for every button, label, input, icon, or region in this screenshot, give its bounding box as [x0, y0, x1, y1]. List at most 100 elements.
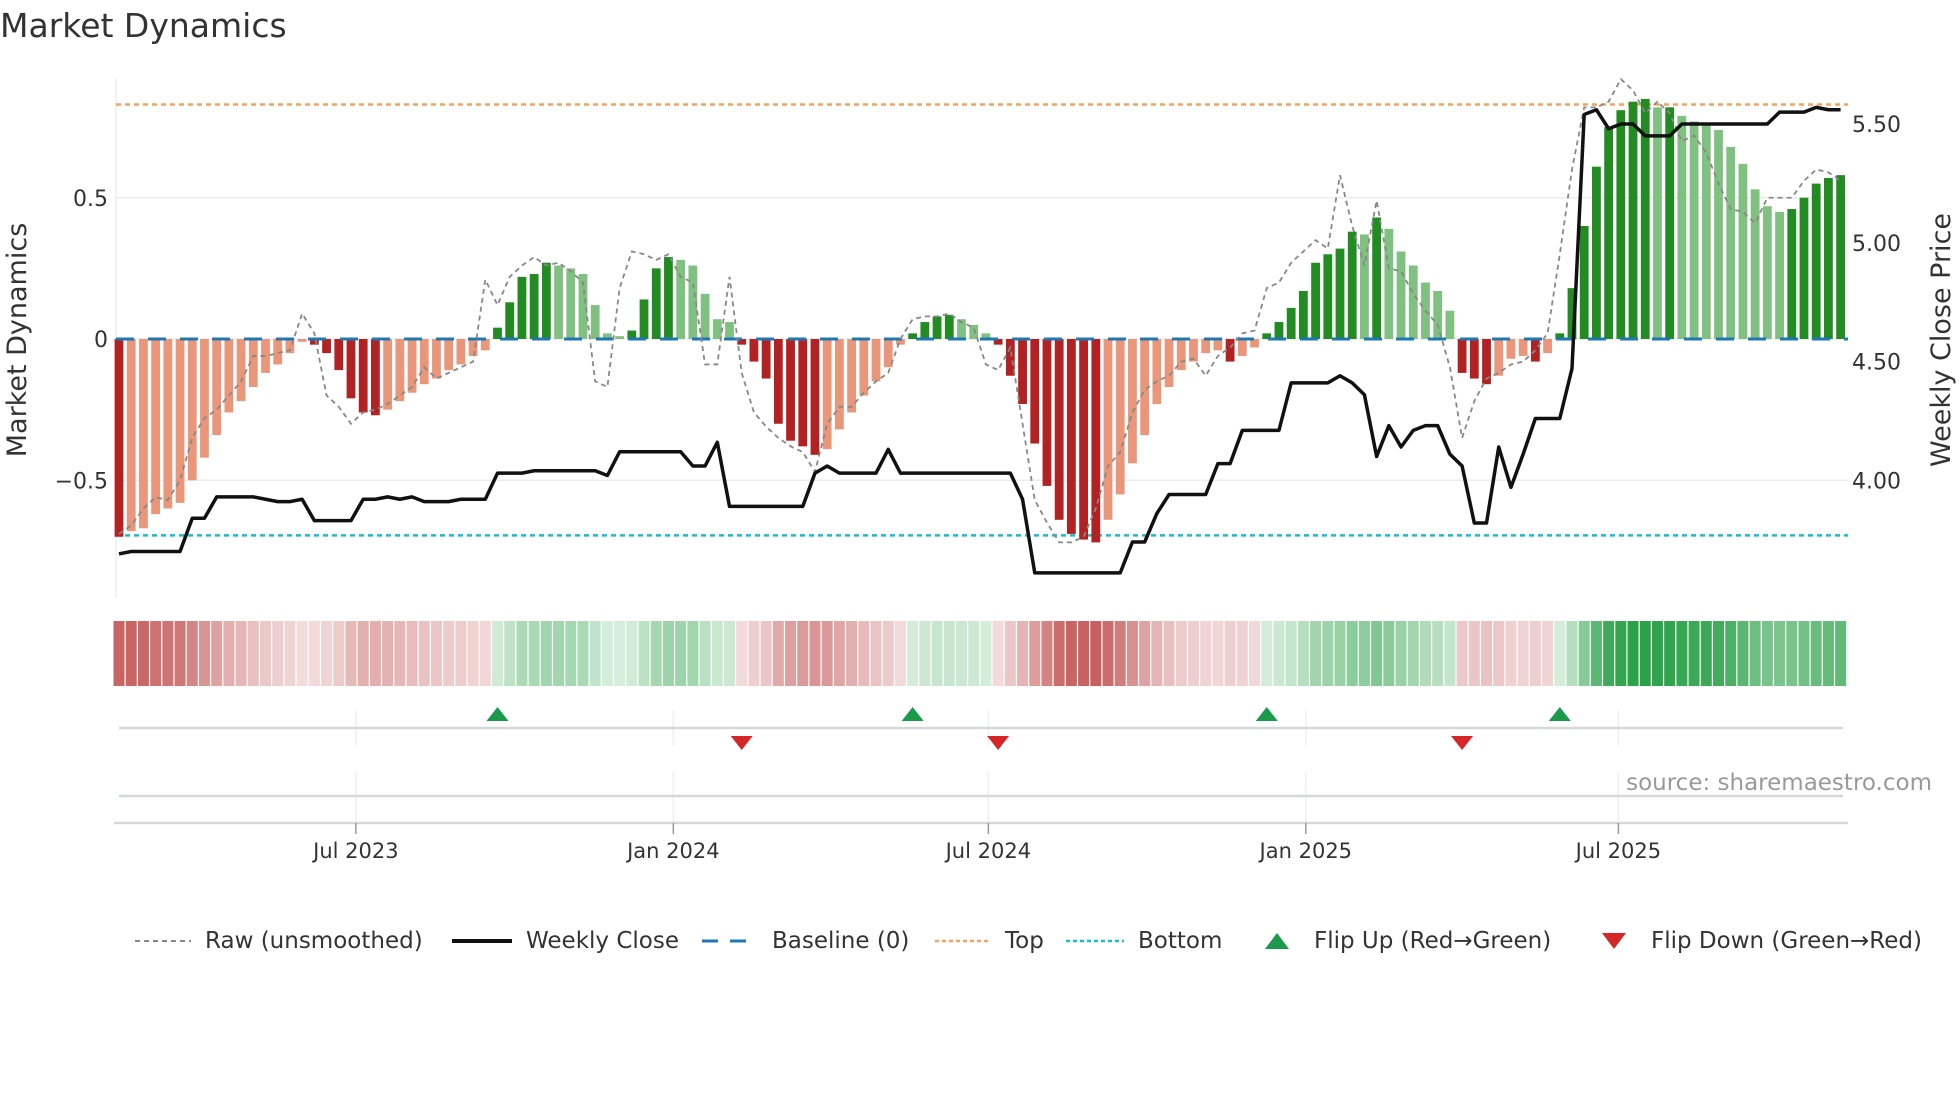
momentum-bar	[541, 262, 551, 339]
regime-strip-cell	[296, 621, 308, 686]
momentum-bar	[993, 339, 1003, 345]
momentum-bar	[1714, 129, 1723, 339]
legend-item-top[interactable]: Top	[935, 925, 1044, 957]
legend-item-flip-down[interactable]: Flip Down (Green→Red)	[1601, 925, 1922, 957]
regime-strip-cell	[858, 621, 870, 686]
momentum-bar	[1237, 339, 1247, 356]
momentum-bar	[1457, 339, 1467, 373]
momentum-bar	[896, 339, 905, 345]
regime-strip-cell	[1212, 621, 1224, 686]
momentum-bar	[981, 333, 991, 339]
momentum-bar	[1653, 107, 1662, 339]
regime-strip-cell	[1322, 621, 1334, 686]
momentum-bar	[627, 330, 637, 339]
momentum-bar	[1054, 339, 1064, 520]
momentum-bar	[1469, 339, 1479, 379]
regime-strip-cell	[1627, 621, 1639, 686]
momentum-bar	[1323, 254, 1333, 339]
regime-strip-cell	[1249, 621, 1261, 686]
momentum-bar	[1018, 339, 1027, 404]
regime-strip-cell	[1175, 621, 1187, 686]
momentum-bar	[1665, 107, 1675, 339]
legend-item-raw[interactable]: Raw (unsmoothed)	[135, 925, 423, 957]
regime-strip-cell	[1090, 621, 1102, 686]
regime-strip-cell	[223, 621, 235, 686]
x-tick-label: Jul 2023	[311, 839, 398, 863]
regime-strip-cell	[1444, 621, 1456, 686]
momentum-bar	[969, 324, 979, 339]
momentum-bar	[187, 339, 197, 481]
momentum-bar	[944, 314, 954, 339]
regime-strip-cell	[1065, 621, 1077, 686]
momentum-bar	[1091, 339, 1101, 543]
regime-strip-cell	[1798, 621, 1810, 686]
momentum-bar	[1836, 175, 1846, 339]
regime-strip-cell	[1297, 621, 1309, 686]
legend-label-flip-up: Flip Up (Red→Green)	[1314, 928, 1552, 954]
x-tick-label: Jul 2024	[944, 839, 1031, 863]
flip-down-marker	[730, 736, 753, 750]
momentum-bar	[1311, 262, 1320, 339]
momentum-bar	[175, 339, 185, 503]
regime-strip-cell	[382, 621, 394, 686]
regime-strip-cell	[943, 621, 955, 686]
regime-strip-cell	[736, 621, 748, 686]
momentum-bar	[1262, 333, 1272, 339]
regime-strip-cell	[907, 621, 919, 686]
regime-strip-cell	[443, 621, 455, 686]
regime-strip-cell	[1468, 621, 1480, 686]
momentum-bar	[358, 339, 368, 413]
regime-strip-cell	[455, 621, 467, 686]
regime-strip-cell	[614, 621, 626, 686]
regime-strip-cell	[1151, 621, 1163, 686]
momentum-bar	[1408, 265, 1418, 339]
momentum-bar	[822, 339, 832, 450]
momentum-bar	[468, 339, 478, 356]
legend-item-bottom[interactable]: Bottom	[1066, 925, 1222, 957]
legend-item-baseline[interactable]: Baseline (0)	[702, 925, 909, 957]
regime-strip-cell	[1078, 621, 1090, 686]
regime-strip-cell	[1713, 621, 1725, 686]
momentum-bar	[810, 339, 820, 455]
momentum-bar	[1506, 339, 1516, 359]
triangle-down-icon	[1602, 933, 1626, 949]
regime-strip-cell	[528, 621, 540, 686]
regime-strip-cell	[1432, 621, 1444, 686]
regime-strip-cell	[1407, 621, 1419, 686]
regime-strip-cell	[174, 621, 186, 686]
momentum-bar	[1213, 339, 1223, 351]
momentum-bar	[1030, 339, 1040, 444]
regime-strip-cell	[430, 621, 442, 686]
momentum-bar	[1298, 290, 1308, 339]
regime-strip-cell	[125, 621, 137, 686]
momentum-bar	[1396, 251, 1406, 339]
momentum-bar	[1604, 127, 1614, 339]
regime-strip-cell	[1749, 621, 1761, 686]
regime-strip-cell	[1358, 621, 1370, 686]
momentum-bar	[334, 339, 344, 371]
regime-strip-cell	[687, 621, 699, 686]
regime-strip-cell	[272, 621, 284, 686]
legend-label-baseline: Baseline (0)	[772, 928, 910, 954]
legend-label-raw: Raw (unsmoothed)	[205, 928, 423, 954]
y2-tick-label: 4.50	[1852, 351, 1901, 376]
regime-strip-cell	[1114, 621, 1126, 686]
legend-item-close[interactable]: Weekly Close	[452, 925, 679, 957]
momentum-bar	[676, 259, 686, 339]
momentum-bar	[1628, 101, 1638, 339]
momentum-bar	[346, 339, 356, 399]
momentum-bar	[1005, 339, 1015, 376]
regime-strip-cell	[308, 621, 320, 686]
regime-strip-cell	[565, 621, 577, 686]
momentum-bar	[1335, 248, 1345, 339]
momentum-bar	[505, 302, 515, 339]
momentum-bar	[1555, 333, 1565, 339]
momentum-bar	[1726, 146, 1736, 339]
regime-strip-cell	[846, 621, 858, 686]
momentum-bar	[1433, 290, 1443, 339]
regime-strip-cell	[1725, 621, 1737, 686]
regime-strip-cell	[882, 621, 894, 686]
momentum-bar	[847, 339, 856, 413]
legend-item-flip-up[interactable]: Flip Up (Red→Green)	[1264, 925, 1551, 957]
momentum-bar	[1079, 339, 1088, 540]
